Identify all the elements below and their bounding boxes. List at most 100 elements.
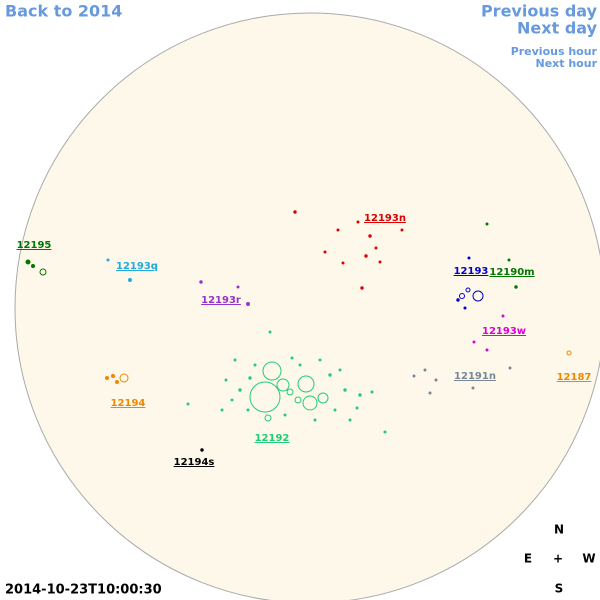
region-label[interactable]: 12193n [364,213,406,224]
sunspot [467,256,471,260]
sunspot [514,285,518,289]
sunspot [317,392,329,404]
region-label[interactable]: 12194 [111,398,146,409]
sunspot [472,340,476,344]
sunspot [459,293,465,299]
sunspot [428,391,432,395]
sunspot [356,220,360,224]
region-label[interactable]: 12193q [116,261,158,272]
sunspot [248,376,252,380]
sunspot [374,246,378,250]
sunspot [115,380,119,384]
sunspot [238,388,242,392]
sunspot [293,210,297,214]
sunspot [323,250,327,254]
sunspot [341,261,345,265]
sunspot [25,259,31,265]
region-label[interactable]: 12194s [174,457,215,468]
sunspot [368,234,372,238]
sunspot [507,258,511,262]
sunspot [485,222,489,226]
region-labels: 12195 12193q 12193r 12193n 12193 12190m 12193w… [17,213,592,468]
compass-south: S [555,582,564,596]
previous-day-link[interactable]: Previous day [481,2,598,21]
sunspot [119,373,129,383]
back-link[interactable]: Back to 2014 [5,2,122,21]
sunspot [286,388,294,396]
sunspot [434,378,438,382]
sunspot [485,348,489,352]
sunspot [465,287,471,293]
sunspot [246,408,250,412]
sunspot [111,374,115,378]
sunspot [262,361,282,381]
region-label[interactable]: 12193r [201,295,241,306]
sunspot [318,358,322,362]
sunspot [463,306,467,310]
timestamp: 2014-10-23T10:00:30 [5,583,162,598]
sunspot [268,330,272,334]
next-day-link[interactable]: Next day [517,19,598,38]
sunspot [233,358,237,362]
sunspot [39,268,47,276]
compass-east: E [524,552,532,566]
sunspot [412,374,416,378]
sunspot [253,363,257,367]
sunspot [508,366,512,370]
sunspot [355,406,359,410]
sunspot [294,396,302,404]
compass-north: N [554,523,564,537]
sunspot [336,228,340,232]
sunspot [298,363,302,367]
sunspot [199,280,203,284]
sunspot [501,314,505,318]
compass-center: + [553,552,563,566]
sunspot [236,285,240,289]
sunspot [370,390,374,394]
previous-hour-link[interactable]: Previous hour [511,45,598,58]
sunspot [471,386,475,390]
sunspot [566,350,572,356]
sunspot [400,228,404,232]
region-label[interactable]: 12193 [454,266,489,277]
sunspot [364,254,368,258]
region-label[interactable]: 12195 [17,240,52,251]
sunspot [472,290,484,302]
sunspot [456,298,460,302]
region-label[interactable]: 12192 [255,433,290,444]
sunspot [423,368,427,372]
region-label[interactable]: 12187 [557,372,592,383]
sunspot [328,373,332,377]
sunspot [220,408,224,412]
sunspots [25,210,572,452]
sunspot [224,378,228,382]
sunspot [105,376,109,380]
sunspot [249,381,281,413]
sunspot [302,395,318,411]
sunspot [358,393,362,397]
sunspot [128,278,132,282]
sunspot [31,264,35,268]
sunspot [378,260,382,264]
sunspot [283,413,287,417]
region-label[interactable]: 12193w [482,326,526,337]
compass-west: W [582,552,595,566]
sunspot [360,286,364,290]
sunspot [333,408,337,412]
region-label[interactable]: 12190m [489,267,534,278]
sunspot [290,356,294,360]
next-hour-link[interactable]: Next hour [536,57,598,70]
sunspot [186,402,190,406]
region-label[interactable]: 12191n [454,371,496,382]
sunspot [230,398,234,402]
sunspot [338,368,342,372]
sunspot [276,378,290,392]
solar-disk [14,12,600,600]
sunspot [313,418,317,422]
sunspot [106,258,110,262]
sunspot [343,388,347,392]
sunspot [348,418,352,422]
sunspot [264,414,272,422]
sunspot [297,375,315,393]
